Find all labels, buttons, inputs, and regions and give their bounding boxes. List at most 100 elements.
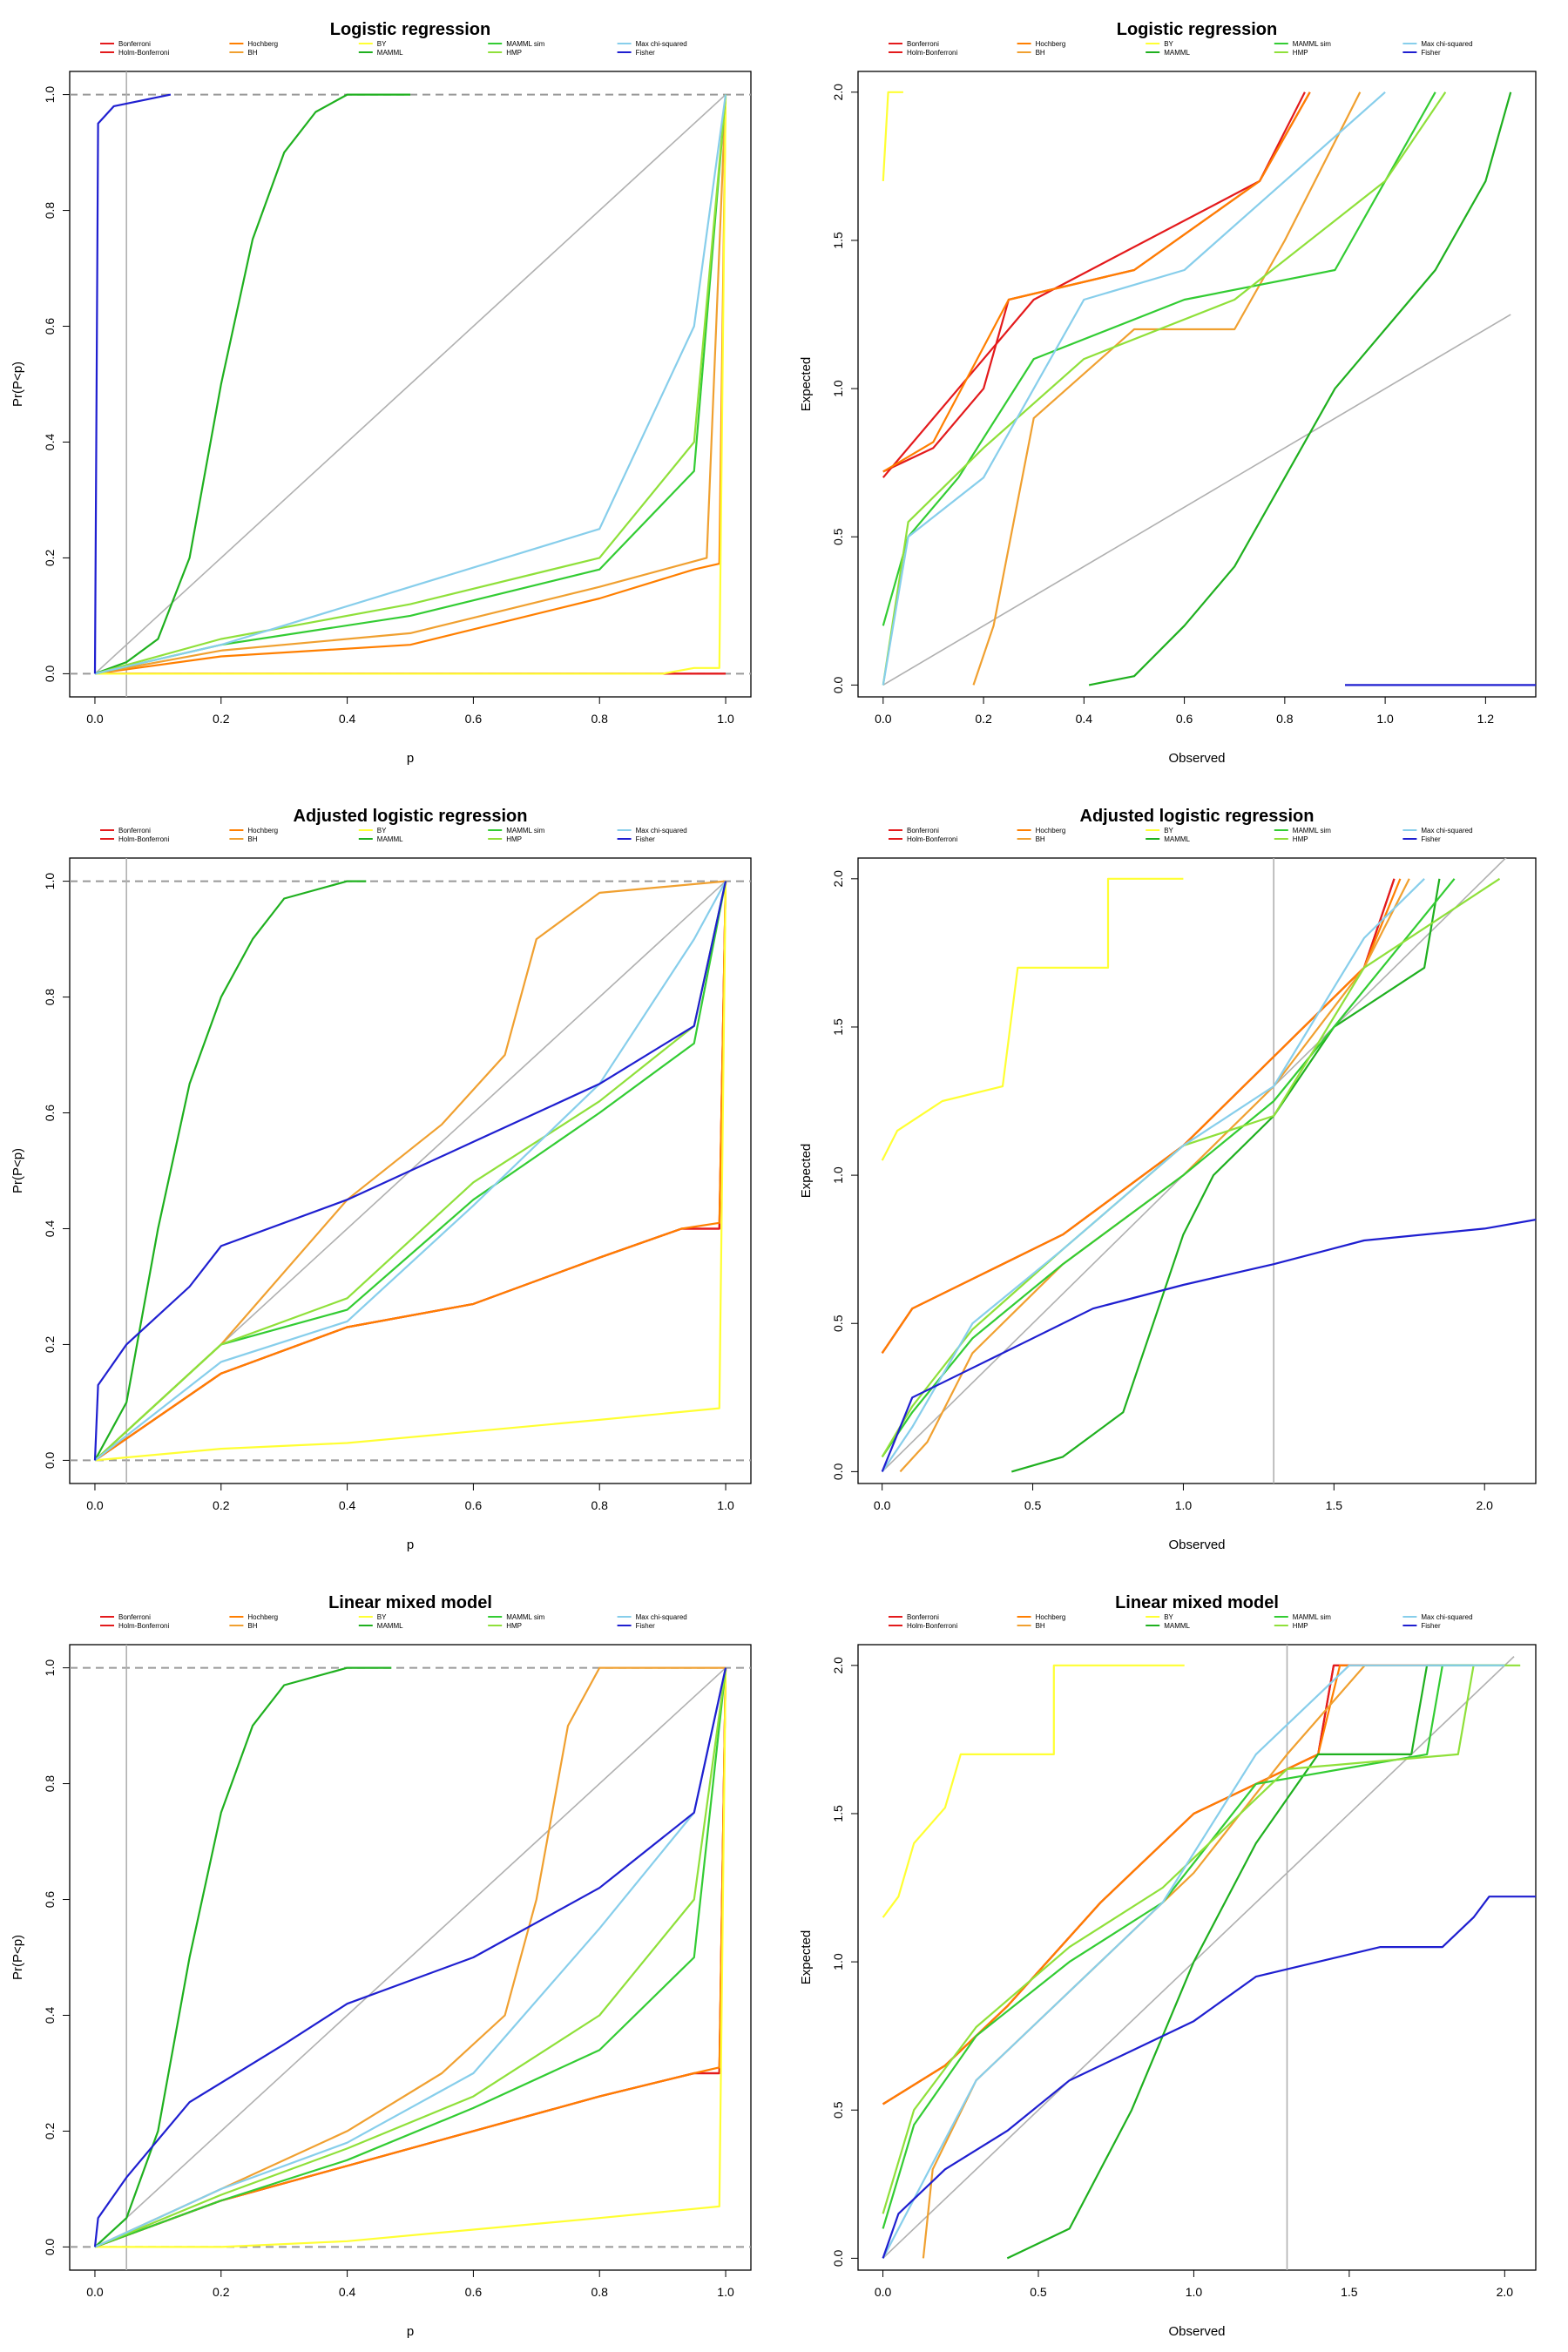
x-tick-label: 0.2 [975,712,992,726]
x-tick-label: 1.0 [717,1498,734,1512]
legend-label-max-chi-squared: Max chi-squared [1421,827,1472,835]
y-tick-label: 0.4 [43,1220,57,1238]
x-axis-label: p [407,1538,414,1552]
x-tick-label: 0.4 [339,2285,356,2299]
y-tick-label: 1.0 [43,1659,57,1677]
legend-label-holm-bonferroni: Holm-Bonferroni [907,835,957,843]
legend-label-hmp: HMP [1293,49,1308,57]
x-tick-label: 1.5 [1341,2285,1358,2299]
legend-label-fisher: Fisher [1421,835,1441,843]
x-tick-label: 0.2 [213,1498,230,1512]
legend-label-max-chi-squared: Max chi-squared [636,827,687,835]
legend-label-fisher: Fisher [636,835,656,843]
y-axis-label: Expected [799,1144,814,1199]
series-line-hochberg [883,1666,1505,2105]
series-line-by [882,879,1184,1160]
x-tick-label: 1.0 [1186,2285,1203,2299]
series-line-holm-bonferroni [883,92,1305,472]
series-line-hochberg [882,879,1401,1354]
legend-label-max-chi-squared: Max chi-squared [636,1613,687,1621]
y-axis-label: Pr(P<p) [10,1148,25,1193]
legend-label-bonferroni: Bonferroni [907,1613,939,1621]
legend-label-hmp: HMP [1293,835,1308,843]
series-line-fisher [883,1896,1536,2258]
legend-label-holm-bonferroni: Holm-Bonferroni [118,1622,169,1630]
legend-label-mamml-sim: MAMML sim [1293,40,1331,48]
x-tick-label: 0.2 [213,712,230,726]
plot-area [70,858,751,1484]
legend-label-bh: BH [1036,1622,1045,1630]
plot-frame [858,71,1536,697]
y-axis-label: Expected [799,1930,814,1985]
legend-label-by: BY [377,40,387,48]
legend-label-mamml-sim: MAMML sim [506,827,544,835]
legend-label-max-chi-squared: Max chi-squared [636,40,687,48]
y-tick-label: 0.4 [43,434,57,451]
legend-label-mamml: MAMML [377,835,403,843]
x-tick-label: 0.5 [1024,1498,1042,1512]
series-line-mamml-sim [883,92,1436,626]
chart-panel-5: Linear mixed modelBonferroniHolm-Bonferr… [10,1593,751,2339]
legend-label-hochberg: Hochberg [247,1613,278,1621]
y-tick-label: 1.0 [43,873,57,890]
legend-label-mamml: MAMML [1164,1622,1190,1630]
series-line-mamml [95,95,410,674]
x-tick-label: 2.0 [1476,1498,1493,1512]
x-tick-label: 0.6 [465,712,483,726]
series-line-bonferroni [882,879,1395,1354]
series-line-mamml [95,882,366,1461]
series-line-by [883,1666,1185,1917]
x-tick-label: 0.2 [213,2285,230,2299]
x-tick-label: 0.8 [1276,712,1294,726]
legend-label-mamml-sim: MAMML sim [1293,827,1331,835]
x-axis-label: Observed [1168,2324,1225,2339]
series-line-bh [974,92,1361,686]
y-tick-label: 2.0 [831,870,845,888]
plot-area [883,1645,1536,2270]
x-axis-label: Observed [1168,1538,1225,1552]
series-line-bh [900,879,1409,1472]
legend-label-mamml: MAMML [377,49,403,57]
legend-label-bh: BH [1036,835,1045,843]
x-tick-label: 1.0 [1376,712,1394,726]
chart-title: Logistic regression [330,20,491,39]
legend-label-bonferroni: Bonferroni [118,40,151,48]
plot-area [70,71,751,697]
x-tick-label: 0.0 [875,2285,892,2299]
plot-area [883,92,1536,686]
chart-panel-1: Logistic regressionBonferroniHolm-Bonfer… [10,20,751,766]
legend-label-hmp: HMP [1293,1622,1308,1630]
legend-label-bh: BH [247,835,257,843]
x-tick-label: 0.8 [591,2285,608,2299]
y-tick-label: 2.0 [831,1657,845,1674]
x-tick-label: 0.4 [339,712,356,726]
chart-title: Adjusted logistic regression [294,807,528,826]
y-tick-label: 0.2 [43,550,57,567]
y-tick-label: 1.0 [831,1166,845,1184]
legend-label-mamml-sim: MAMML sim [506,1613,544,1621]
y-tick-label: 1.0 [831,380,845,397]
y-tick-label: 0.2 [43,1336,57,1354]
legend-label-bh: BH [247,49,257,57]
legend-label-hmp: HMP [506,49,522,57]
y-tick-label: 0.4 [43,2007,57,2024]
x-axis-label: p [407,2324,414,2339]
series-line-by [883,92,903,181]
legend-label-bonferroni: Bonferroni [907,827,939,835]
legend-label-by: BY [377,827,387,835]
y-tick-label: 0.5 [831,1315,845,1332]
legend-label-hochberg: Hochberg [1036,1613,1066,1621]
chart-title: Linear mixed model [1115,1593,1279,1612]
y-tick-label: 0.0 [43,1451,57,1469]
y-tick-label: 0.2 [43,2123,57,2140]
chart-panel-4: Adjusted logistic regressionBonferroniHo… [799,807,1536,1552]
legend-label-by: BY [1164,1613,1173,1621]
legend-label-holm-bonferroni: Holm-Bonferroni [907,1622,957,1630]
series-line-hmp [883,1666,1521,2214]
legend-label-bh: BH [247,1622,257,1630]
legend-label-fisher: Fisher [636,49,656,57]
x-tick-label: 0.6 [1176,712,1193,726]
series-line-fisher [95,95,171,674]
legend-label-fisher: Fisher [1421,49,1441,57]
x-tick-label: 0.8 [591,712,608,726]
